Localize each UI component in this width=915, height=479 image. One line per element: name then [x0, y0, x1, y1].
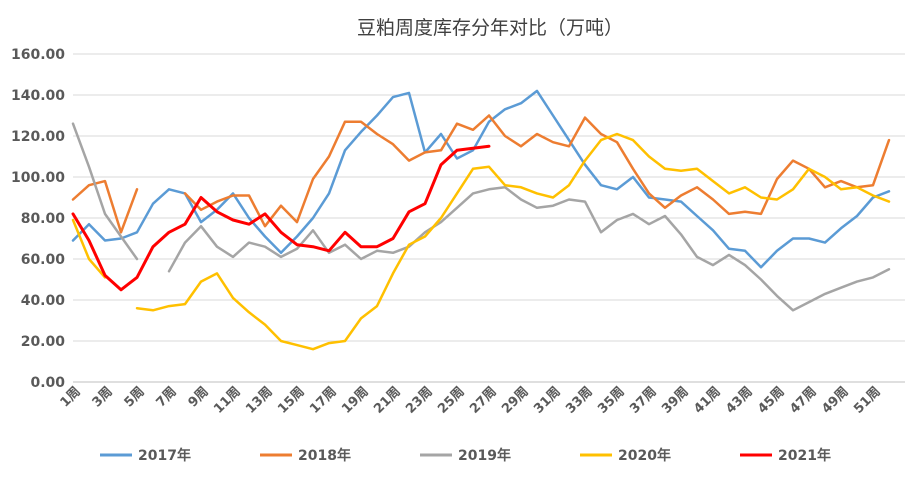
- x-tick-label: 21周: [371, 384, 404, 417]
- series-line-2018年: [71, 179, 139, 234]
- x-tick-label: 17周: [307, 384, 340, 417]
- legend-label: 2017年: [138, 447, 191, 464]
- x-tick-label: 7周: [154, 384, 180, 410]
- x-tick-label: 9周: [186, 384, 212, 410]
- series-line-2020年: [135, 132, 891, 351]
- y-tick-label: 100.00: [11, 170, 65, 186]
- x-tick-label: 5周: [122, 384, 148, 410]
- y-tick-label: 60.00: [21, 252, 66, 268]
- chart-title: 豆粕周度库存分年对比（万吨）: [357, 17, 623, 39]
- series-line-2021年: [71, 144, 491, 292]
- x-tick-label: 43周: [723, 384, 756, 417]
- x-tick-label: 29周: [499, 384, 532, 417]
- legend-label: 2019年: [458, 447, 511, 464]
- series-line-2019年: [167, 186, 891, 312]
- x-tick-label: 47周: [787, 384, 820, 417]
- grid-layer: [73, 53, 905, 383]
- series-line-2018年: [183, 114, 891, 228]
- legend-label: 2020年: [618, 447, 671, 464]
- series-line-2020年: [71, 218, 107, 279]
- y-tick-label: 40.00: [21, 293, 66, 309]
- y-tick-label: 160.00: [11, 47, 65, 63]
- x-tick-label: 49周: [819, 384, 852, 417]
- y-tick-label: 20.00: [21, 334, 66, 350]
- y-tick-label: 140.00: [11, 88, 65, 104]
- x-tick-label: 25周: [435, 384, 468, 417]
- x-tick-label: 33周: [563, 384, 596, 417]
- x-tick-label: 23周: [403, 384, 436, 417]
- y-tick-label: 0.00: [30, 375, 65, 391]
- x-tick-label: 41周: [691, 384, 724, 417]
- x-tick-label: 45周: [755, 384, 788, 417]
- legend-label: 2021年: [778, 447, 831, 464]
- series-line-2019年: [71, 122, 139, 261]
- x-tick-label: 13周: [243, 384, 276, 417]
- x-axis-ticks: 1周 3周 5周 7周 9周 11周 13周 15周 17周 19周 21周 23周 25周 27周 29周…: [58, 384, 884, 417]
- x-tick-label: 51周: [851, 384, 884, 417]
- x-tick-label: 19周: [339, 384, 372, 417]
- y-tick-label: 80.00: [21, 211, 66, 227]
- series-line-2017年: [71, 89, 891, 269]
- x-tick-label: 3周: [90, 384, 116, 410]
- y-axis-ticks: 0.00 20.00 40.00 60.00 80.00 100.00 120.00 140.…: [11, 47, 65, 391]
- x-tick-label: 37周: [627, 384, 660, 417]
- y-tick-label: 120.00: [11, 129, 65, 145]
- x-tick-label: 35周: [595, 384, 628, 417]
- legend-label: 2018年: [298, 447, 351, 464]
- x-tick-label: 31周: [531, 384, 564, 417]
- x-tick-label: 39周: [659, 384, 692, 417]
- legend: 2017年 2018年 2019年 2020年 2021年: [100, 447, 831, 464]
- series-layer: [71, 89, 891, 351]
- x-tick-label: 11周: [211, 384, 244, 417]
- x-tick-label: 27周: [467, 384, 500, 417]
- x-tick-label: 15周: [275, 384, 308, 417]
